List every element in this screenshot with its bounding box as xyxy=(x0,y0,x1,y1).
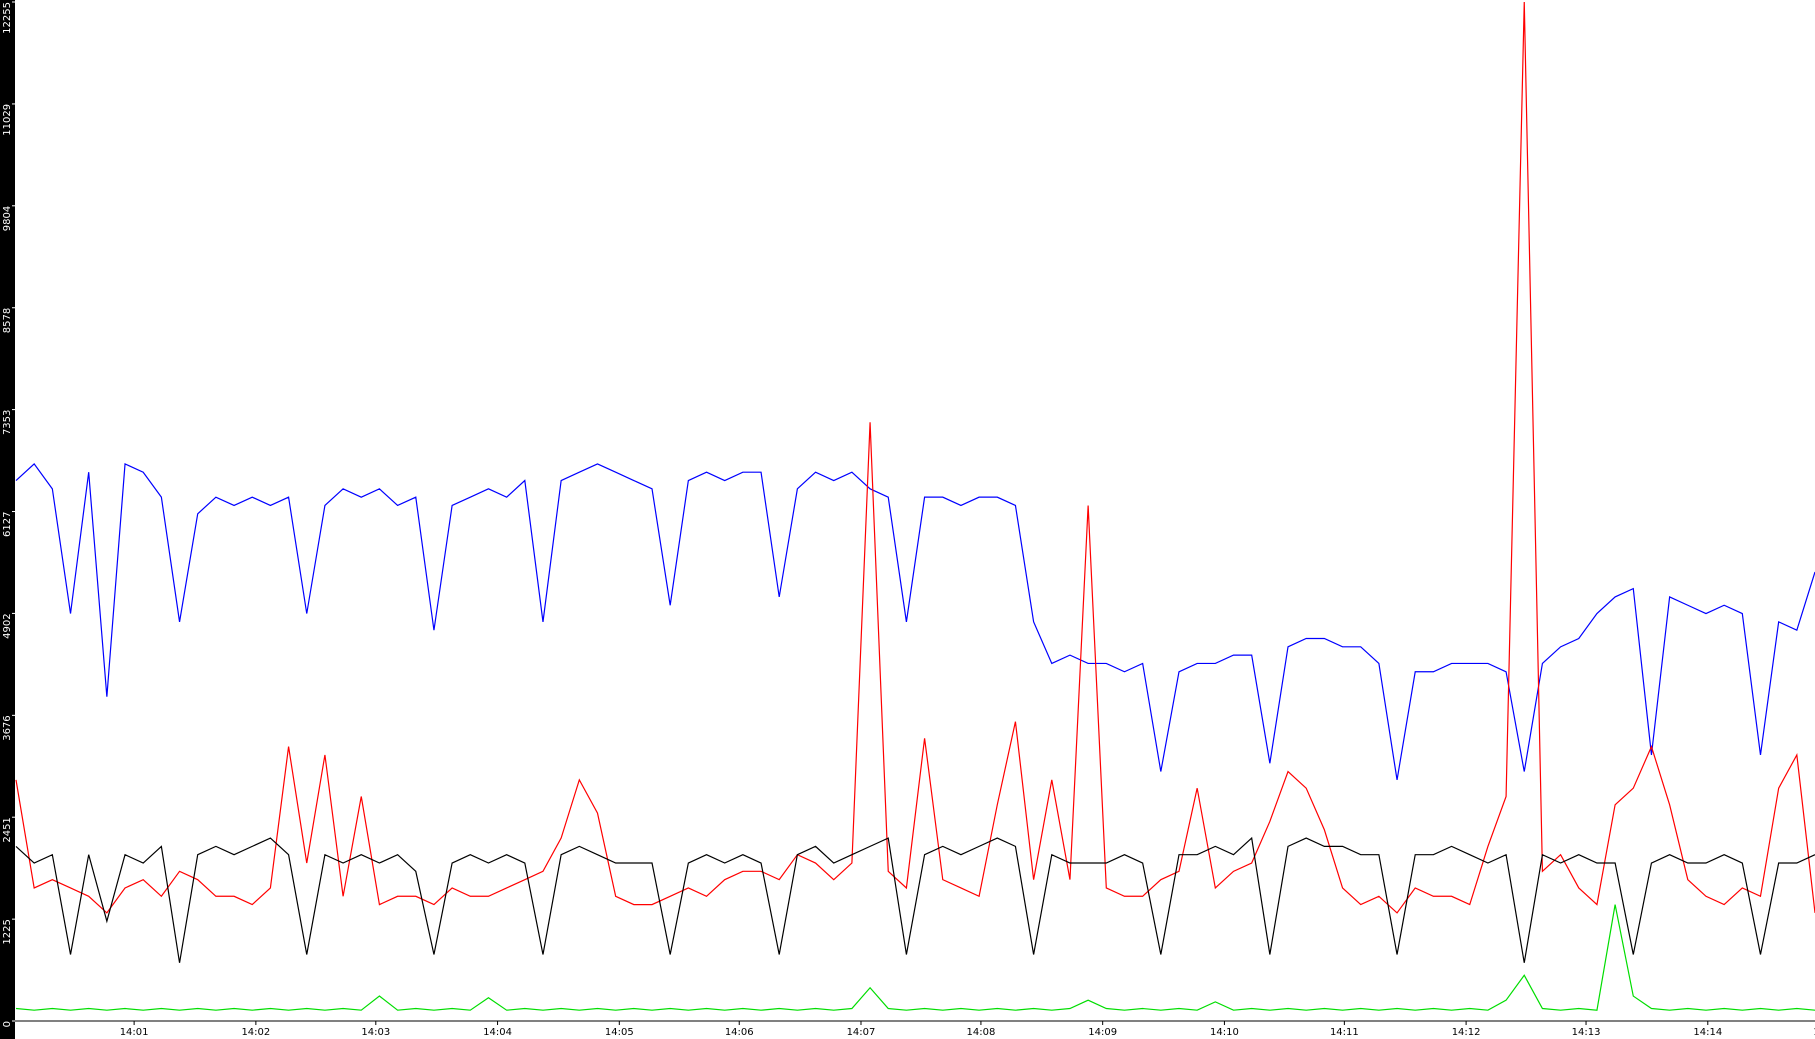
y-tick-label: 6127 xyxy=(2,512,13,537)
y-tick-label: 8578 xyxy=(2,308,13,333)
y-tick-label: 11029 xyxy=(2,104,13,136)
y-tick-label: 4902 xyxy=(2,613,13,638)
x-tick-label: 14:02 xyxy=(241,1027,270,1038)
x-tick-label: 14:15 xyxy=(1813,1027,1815,1038)
series-line xyxy=(15,1,1815,914)
x-tick-label: 14:08 xyxy=(967,1027,996,1038)
series-line xyxy=(15,836,1815,963)
x-tick-label: 14:06 xyxy=(725,1027,754,1038)
x-tick-label: 14:04 xyxy=(483,1027,512,1038)
y-tick-label: 9804 xyxy=(2,206,13,231)
series-line xyxy=(15,904,1815,1011)
x-tick-label: 14:10 xyxy=(1210,1027,1239,1038)
series-line xyxy=(15,462,1815,780)
y-tick-label: 2451 xyxy=(2,817,13,842)
x-tick-label: 14:01 xyxy=(120,1027,149,1038)
y-tick-label: 1225 xyxy=(2,919,13,944)
x-tick-label: 14:05 xyxy=(605,1027,634,1038)
x-tick-label: 14:14 xyxy=(1693,1027,1722,1038)
y-tick-label: 7353 xyxy=(2,410,13,435)
y-tick-label: 0 xyxy=(2,1021,13,1027)
x-tick-label: 14:09 xyxy=(1088,1027,1117,1038)
y-axis-bar xyxy=(0,0,15,1039)
x-tick-label: 14:11 xyxy=(1330,1027,1359,1038)
y-tick-label: 3676 xyxy=(2,715,13,740)
y-tick-label: 12255 xyxy=(2,2,13,34)
x-tick-label: 14:03 xyxy=(361,1027,390,1038)
x-tick-label: 14:12 xyxy=(1452,1027,1481,1038)
x-tick-label: 14:13 xyxy=(1572,1027,1601,1038)
x-tick-label: 14:07 xyxy=(847,1027,876,1038)
